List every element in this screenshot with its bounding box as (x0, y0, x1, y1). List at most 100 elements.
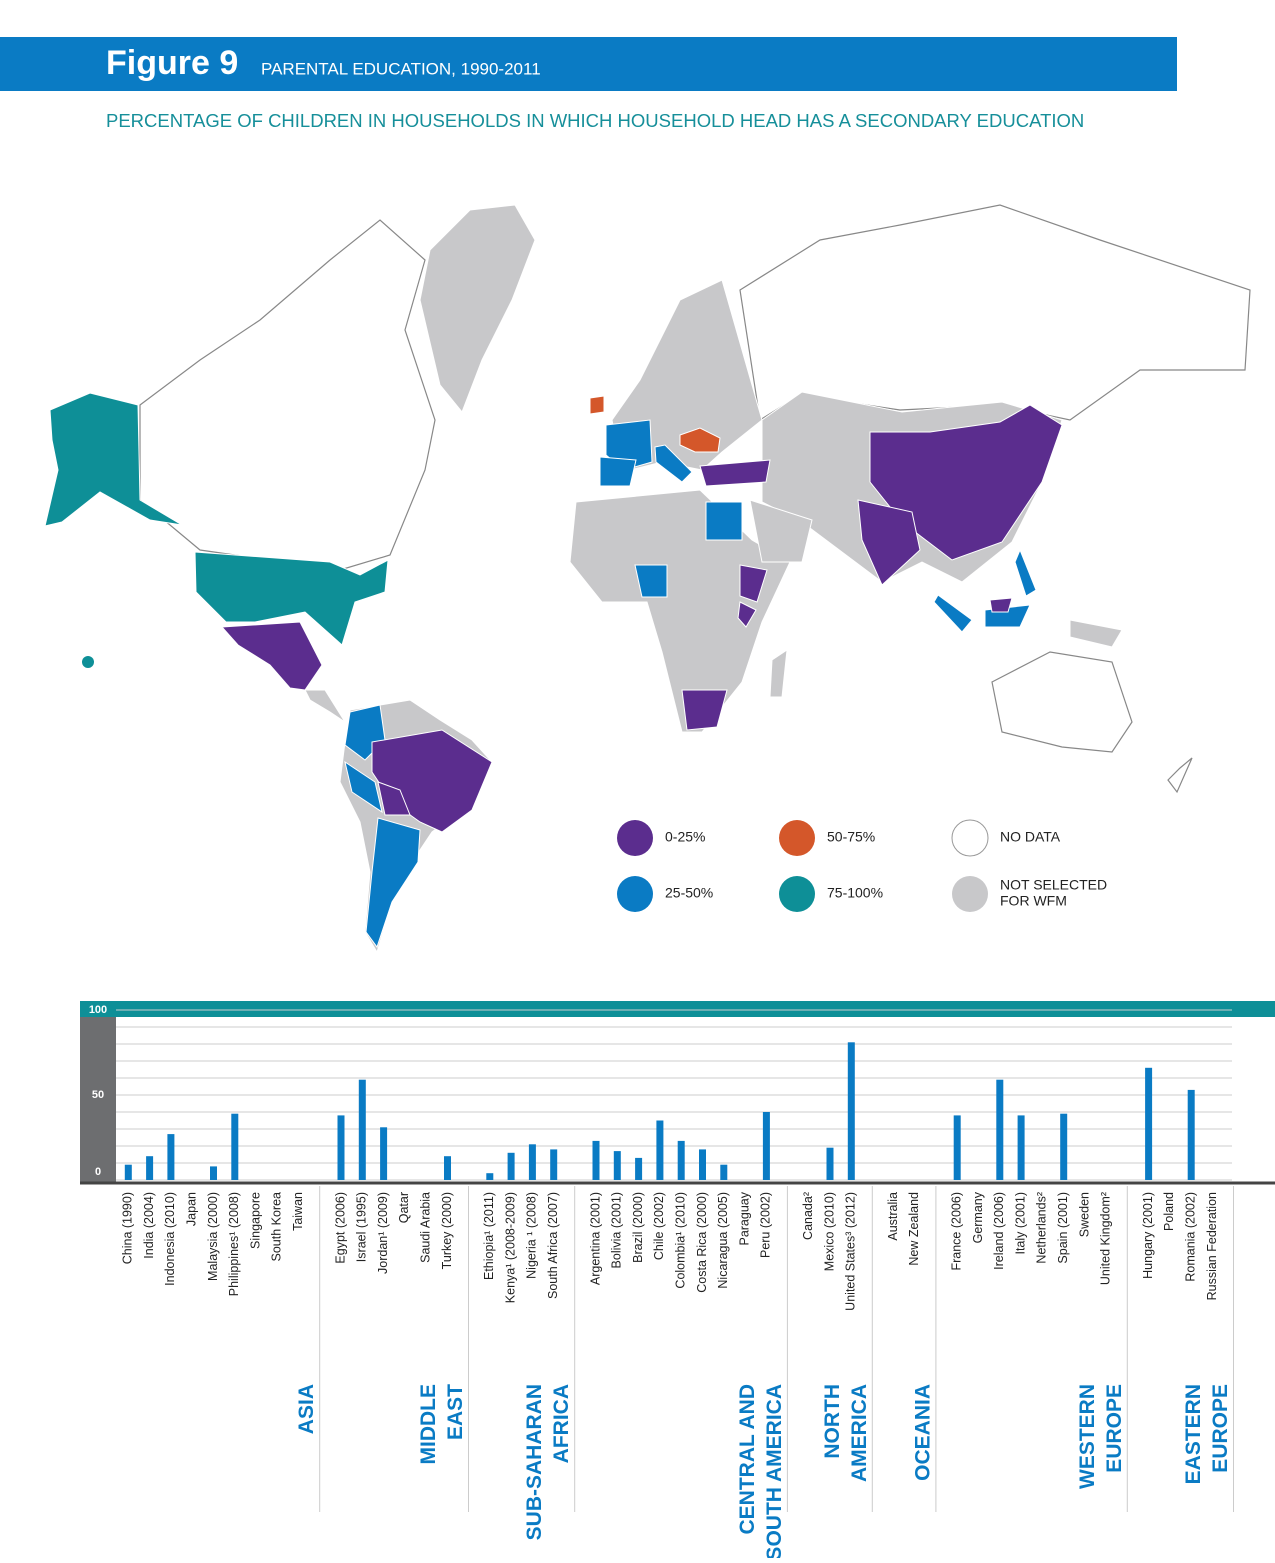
legend-label: NOT SELECTED (1000, 877, 1107, 893)
bar (826, 1147, 834, 1180)
central-america (304, 689, 346, 723)
x-tick-label: Egypt (2006) (333, 1192, 347, 1264)
x-tick-label: United Kingdom² (1099, 1192, 1113, 1285)
x-tick-label: Netherlands² (1035, 1192, 1049, 1264)
x-tick-label: Bolivia (2001) (610, 1192, 624, 1268)
x-tick-label: Sweden (1077, 1192, 1091, 1237)
x-tick-label: Canada² (801, 1192, 815, 1240)
bar (380, 1127, 388, 1180)
x-tick-label: Philippines¹ (2008) (227, 1192, 241, 1296)
argentina-chile (365, 817, 421, 949)
india (857, 499, 921, 586)
x-tick-label: New Zealand (907, 1192, 921, 1266)
legend-swatch (951, 819, 989, 857)
bar (337, 1115, 345, 1180)
x-tick-label: Japan (184, 1192, 198, 1226)
x-tick-label: Peru (2002) (759, 1192, 773, 1258)
legend-label: 50-75% (827, 829, 875, 845)
legend-swatch (617, 876, 653, 912)
x-tick-label: Argentina (2001) (588, 1192, 602, 1285)
bar (592, 1140, 600, 1180)
group-label: MIDDLE (417, 1384, 440, 1465)
x-tick-label: Mexico (2010) (822, 1192, 836, 1271)
x-tick-label: Israel (1995) (355, 1192, 369, 1262)
bar (762, 1112, 770, 1180)
bar (613, 1151, 621, 1180)
bar (1017, 1115, 1025, 1180)
bar (124, 1164, 132, 1180)
italy (654, 444, 693, 483)
malaysia (989, 597, 1013, 613)
bar (677, 1140, 685, 1180)
x-tick-label: Turkey (2000) (440, 1192, 454, 1269)
x-tick-label: Saudi Arabia (418, 1192, 432, 1263)
group-label: OCEANIA (911, 1384, 934, 1481)
group-label: AMERICA (848, 1384, 871, 1482)
united-states (194, 551, 389, 646)
x-tick-label: Spain (2001) (1056, 1192, 1070, 1264)
x-tick-label: Russian Federation (1205, 1192, 1219, 1300)
x-tick-label: Singapore (248, 1192, 262, 1249)
x-tick-label: Malaysia (2000) (206, 1192, 220, 1281)
hawaii (82, 656, 94, 668)
group-label: EUROPE (1103, 1384, 1126, 1473)
bar (656, 1120, 664, 1180)
philippines (1014, 548, 1037, 597)
bar (210, 1166, 217, 1180)
bar (996, 1079, 1004, 1180)
australia (991, 651, 1133, 753)
peru (344, 760, 383, 814)
subtitle: PERCENTAGE OF CHILDREN IN HOUSEHOLDS IN … (106, 110, 1084, 131)
ethiopia (739, 564, 768, 603)
bar-chart: 0 50 100 China (1990) India (2004) Indonesia … (80, 1001, 1275, 1561)
canada (139, 219, 436, 571)
bar (550, 1149, 558, 1180)
axis-panel (80, 1017, 116, 1183)
group-label: AFRICA (550, 1384, 573, 1463)
group-label: WESTERN (1076, 1384, 1099, 1489)
group-label: SOUTH AMERICA (763, 1384, 786, 1558)
x-tick-label: China (1990) (121, 1192, 135, 1264)
group-label: CENTRAL AND (736, 1384, 759, 1535)
x-tick-label: Kenya¹ (2008-2009) (503, 1192, 517, 1303)
bar (167, 1134, 175, 1180)
bar (635, 1157, 643, 1180)
bar (486, 1173, 494, 1180)
x-tick-label: Taiwan (291, 1192, 305, 1231)
bolivia (377, 781, 411, 816)
x-tick-label: Italy (2001) (1013, 1192, 1027, 1255)
france (605, 419, 653, 471)
greenland (419, 204, 536, 413)
legend-swatch (779, 876, 815, 912)
kenya (737, 601, 757, 628)
y-tick-label: 100 (89, 1004, 107, 1016)
legend-label: 0-25% (665, 829, 705, 845)
bar (720, 1164, 728, 1180)
legend-label: NO DATA (1000, 829, 1061, 845)
bar (699, 1149, 706, 1180)
x-tick-label: Hungary (2001) (1141, 1192, 1155, 1279)
world-map (44, 204, 1251, 954)
bar (507, 1152, 515, 1180)
legend-swatch (617, 820, 653, 856)
top-band (80, 1001, 1275, 1017)
x-tick-label: United States³ (2012) (844, 1192, 858, 1311)
x-tick-label: Qatar (397, 1192, 411, 1223)
bar (358, 1079, 366, 1180)
russia-north (739, 204, 1251, 421)
africa (569, 489, 791, 733)
x-tick-label: Poland (1162, 1192, 1176, 1231)
header-bar (0, 37, 1177, 91)
x-tick-label: Indonesia (2010) (163, 1192, 177, 1286)
ireland (589, 395, 605, 415)
bar (231, 1113, 239, 1180)
hungary-romania (679, 427, 721, 453)
figure-title: PARENTAL EDUCATION, 1990-2011 (261, 59, 541, 78)
legend-label: 25-50% (665, 885, 713, 901)
group-label: SUB-SAHARAN (523, 1384, 546, 1540)
papua (1069, 619, 1123, 648)
x-tick-label: Nigeria ¹ (2008) (525, 1192, 539, 1279)
legend-swatch (779, 820, 815, 856)
legend: 0-25% 50-75% NO DATA 25-50% 75-100% NOT SELEC… (617, 819, 1107, 912)
